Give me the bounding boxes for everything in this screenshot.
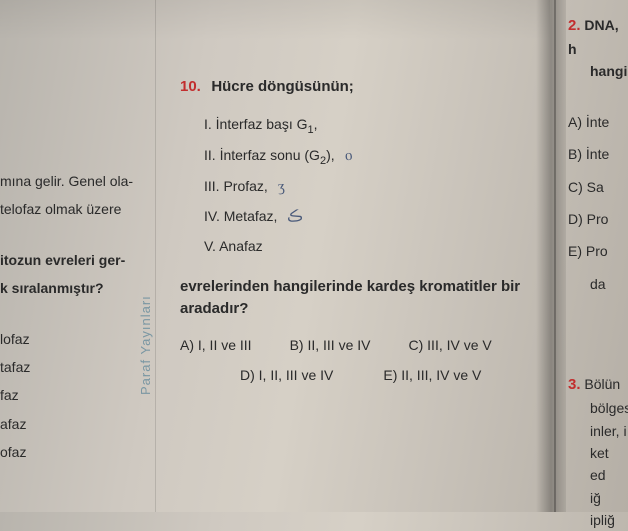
- page-top-shadow: [0, 0, 550, 40]
- cutoff-option: ofaz: [0, 441, 155, 463]
- item-tail: ),: [326, 147, 335, 163]
- item-V: V. Anafaz: [204, 232, 540, 260]
- cutoff-text: inler, i: [590, 420, 628, 442]
- cutoff-option: faz: [0, 384, 155, 406]
- q2-header: 2. DNA, h: [568, 14, 628, 60]
- question-number: 10.: [180, 78, 201, 95]
- page-split-line: [554, 0, 556, 512]
- item-text: Metafaz,: [224, 208, 278, 224]
- item-label: IV.: [204, 208, 220, 224]
- cutoff-text: hangis: [590, 60, 628, 82]
- cutoff-text: itozun evreleri ger-: [0, 249, 155, 271]
- cutoff-option: C) Sa: [568, 176, 628, 198]
- item-III: III. Profaz, ʒ: [204, 172, 540, 202]
- question-tail: evrelerinden hangilerinde kardeş kromati…: [180, 276, 540, 321]
- handwriting-mark: ʒ: [277, 171, 286, 201]
- handwriting-mark: o: [343, 141, 353, 171]
- cutoff-option: afaz: [0, 413, 155, 435]
- publisher-watermark: Paraf Yayınları: [138, 295, 153, 395]
- item-text: İnterfaz başı G: [216, 116, 308, 132]
- item-label: II.: [204, 147, 216, 163]
- q3-header: 3. Bölün: [568, 373, 628, 397]
- question-options: A) I, II ve III B) II, III ve IV C) III,…: [180, 337, 540, 383]
- cutoff-text: ket ed: [590, 442, 628, 487]
- q3-block: 3. Bölün bölges inler, i ket ed iğ ipliğ: [568, 373, 628, 531]
- cutoff-text: bölges: [590, 397, 628, 419]
- item-I: I. İnterfaz başı G1,: [204, 110, 540, 141]
- option-A[interactable]: A) I, II ve III: [180, 337, 252, 353]
- item-label: III.: [204, 178, 220, 194]
- q2-options: A) İnte B) İnte C) Sa D) Pro E) Pro da: [568, 111, 628, 295]
- option-E[interactable]: E) II, III, IV ve V: [383, 367, 481, 383]
- question-items: I. İnterfaz başı G1, II. İnterfaz sonu (…: [204, 110, 540, 260]
- cutoff-text: Bölün: [584, 376, 620, 392]
- handwriting-mark: ڪ: [286, 201, 304, 232]
- cutoff-option: A) İnte: [568, 111, 628, 133]
- item-tail: ,: [314, 116, 318, 132]
- item-II: II. İnterfaz sonu (G2), o: [204, 141, 540, 172]
- cutoff-text: iğ ipliğ: [590, 487, 628, 531]
- item-text: Anafaz: [219, 238, 263, 254]
- option-B[interactable]: B) II, III ve IV: [290, 337, 371, 353]
- question-header: 10. Hücre döngüsünün;: [180, 78, 540, 96]
- option-D[interactable]: D) I, II, III ve IV: [240, 367, 333, 383]
- right-page-cutoff: 2. DNA, h hangis A) İnte B) İnte C) Sa D…: [568, 14, 628, 531]
- question-number: 2.: [568, 14, 581, 38]
- column-divider: [155, 0, 156, 512]
- cutoff-option: da: [590, 273, 628, 295]
- cutoff-text: telofaz olmak üzere: [0, 198, 155, 220]
- left-page-cutoff: mına gelir. Genel ola- telofaz olmak üze…: [0, 170, 155, 470]
- item-IV: IV. Metafaz, ڪ: [204, 202, 540, 232]
- cutoff-option: E) Pro: [568, 240, 628, 262]
- item-label: V.: [204, 238, 216, 254]
- cutoff-text: mına gelir. Genel ola-: [0, 170, 155, 192]
- item-text: Profaz,: [223, 178, 267, 194]
- page-binding-shadow: [536, 0, 566, 512]
- question-10: 10. Hücre döngüsünün; I. İnterfaz başı G…: [180, 78, 540, 383]
- option-C[interactable]: C) III, IV ve V: [409, 337, 492, 353]
- cutoff-option: D) Pro: [568, 208, 628, 230]
- cutoff-text: k sıralanmıştır?: [0, 277, 155, 299]
- cutoff-option: tafaz: [0, 356, 155, 378]
- item-label: I.: [204, 116, 212, 132]
- cutoff-option: lofaz: [0, 328, 155, 350]
- question-stem: Hücre döngüsünün;: [211, 78, 354, 95]
- question-number: 3.: [568, 373, 581, 397]
- item-text: İnterfaz sonu (G: [220, 147, 320, 163]
- cutoff-option: B) İnte: [568, 143, 628, 165]
